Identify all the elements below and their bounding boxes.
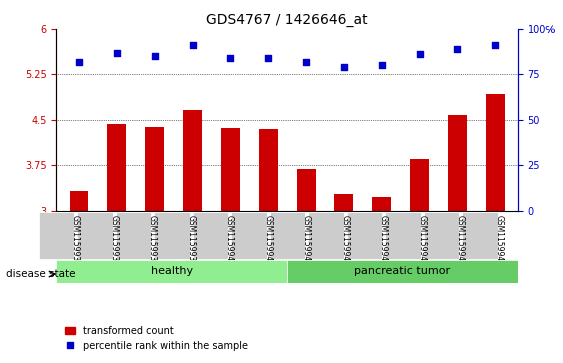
Text: disease state: disease state bbox=[6, 269, 75, 279]
Bar bbox=[259, 129, 278, 211]
Text: GSM1159941: GSM1159941 bbox=[263, 215, 272, 266]
Text: healthy: healthy bbox=[151, 266, 193, 276]
Bar bbox=[297, 170, 315, 211]
FancyBboxPatch shape bbox=[154, 212, 190, 258]
Point bbox=[113, 50, 122, 56]
Point bbox=[377, 62, 386, 68]
Text: GSM1159938: GSM1159938 bbox=[148, 215, 157, 266]
Text: GSM1159945: GSM1159945 bbox=[417, 215, 426, 266]
Bar bbox=[56, 260, 287, 283]
Bar bbox=[486, 94, 504, 211]
Bar bbox=[108, 124, 126, 211]
FancyBboxPatch shape bbox=[270, 212, 305, 258]
Text: GSM1159937: GSM1159937 bbox=[110, 215, 118, 266]
Bar bbox=[372, 197, 391, 211]
Point bbox=[453, 46, 462, 52]
Text: GSM1159942: GSM1159942 bbox=[302, 215, 311, 266]
Point bbox=[188, 42, 197, 48]
FancyBboxPatch shape bbox=[385, 212, 421, 258]
Bar bbox=[287, 260, 518, 283]
Point bbox=[415, 52, 424, 57]
FancyBboxPatch shape bbox=[39, 212, 74, 258]
Bar bbox=[334, 193, 354, 211]
Point bbox=[150, 53, 159, 59]
Bar bbox=[70, 191, 88, 211]
Text: GSM1159944: GSM1159944 bbox=[379, 215, 388, 266]
Text: GSM1159939: GSM1159939 bbox=[186, 215, 195, 266]
FancyBboxPatch shape bbox=[347, 212, 382, 258]
FancyBboxPatch shape bbox=[78, 212, 113, 258]
FancyBboxPatch shape bbox=[193, 212, 228, 258]
Text: GSM1159940: GSM1159940 bbox=[225, 215, 234, 266]
FancyBboxPatch shape bbox=[424, 212, 459, 258]
Text: GSM1159943: GSM1159943 bbox=[341, 215, 349, 266]
Bar bbox=[145, 127, 164, 211]
FancyBboxPatch shape bbox=[462, 212, 498, 258]
Bar bbox=[448, 115, 467, 211]
Text: GSM1159936: GSM1159936 bbox=[71, 215, 80, 266]
Bar bbox=[183, 110, 202, 211]
Point bbox=[302, 59, 311, 65]
Point bbox=[491, 42, 500, 48]
Legend: transformed count, percentile rank within the sample: transformed count, percentile rank withi… bbox=[61, 322, 252, 355]
FancyBboxPatch shape bbox=[231, 212, 267, 258]
Point bbox=[263, 55, 272, 61]
Point bbox=[226, 55, 235, 61]
Text: pancreatic tumor: pancreatic tumor bbox=[355, 266, 450, 276]
Bar bbox=[221, 128, 240, 211]
FancyBboxPatch shape bbox=[116, 212, 151, 258]
Bar bbox=[410, 159, 429, 211]
Point bbox=[74, 59, 83, 65]
Title: GDS4767 / 1426646_at: GDS4767 / 1426646_at bbox=[206, 13, 368, 26]
Text: GSM1159947: GSM1159947 bbox=[494, 215, 503, 266]
Point bbox=[339, 64, 348, 70]
Text: GSM1159946: GSM1159946 bbox=[456, 215, 464, 266]
FancyBboxPatch shape bbox=[309, 212, 343, 258]
